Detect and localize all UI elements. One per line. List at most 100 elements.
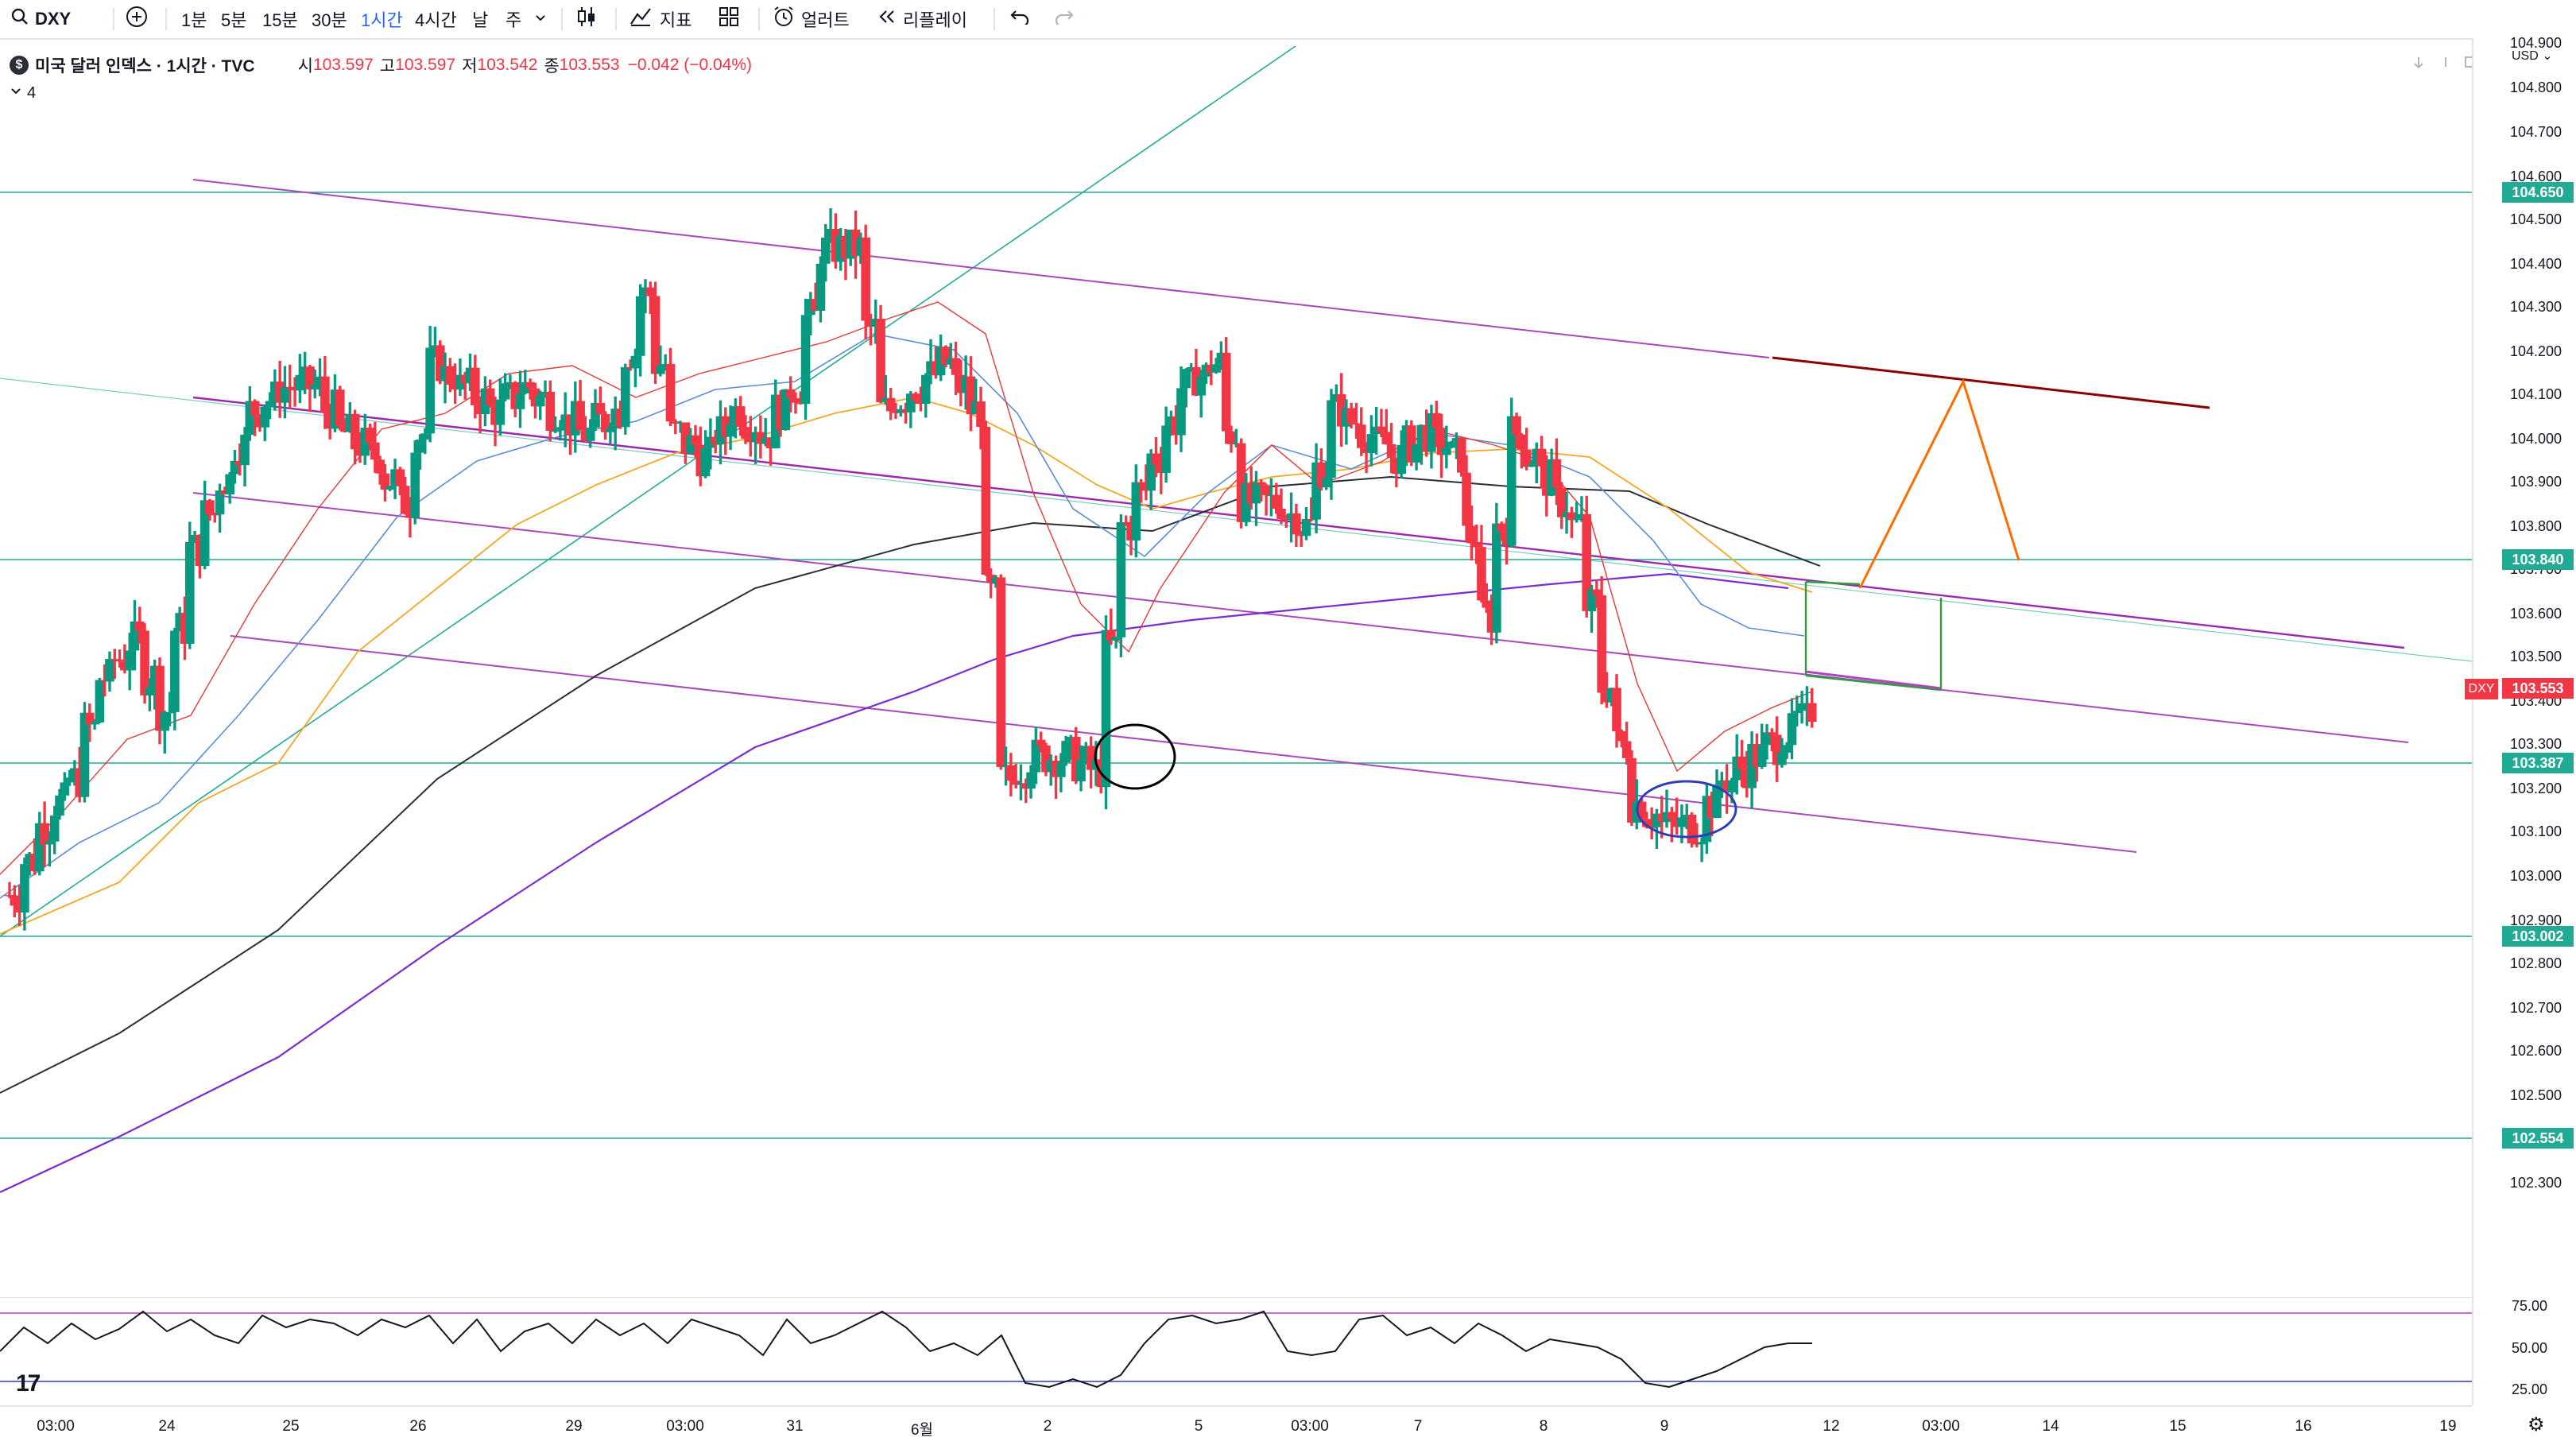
candle-body <box>1556 487 1567 517</box>
rewind-icon <box>877 9 897 29</box>
candle-body <box>670 421 680 424</box>
short-channel-segment <box>1805 670 1942 690</box>
time-tick: 03:00 <box>666 1418 704 1435</box>
currency-selector[interactable]: USD ⌄ <box>2512 49 2553 63</box>
candle-body <box>981 426 991 575</box>
candle-body <box>1151 453 1161 465</box>
price-tick: 103.600 <box>2510 606 2562 622</box>
candle-body <box>450 384 460 390</box>
candle-body <box>1271 494 1281 509</box>
interval-15m[interactable]: 15분 <box>262 10 298 30</box>
candle-body <box>1762 732 1772 746</box>
symbol-search[interactable]: DXY <box>11 0 71 38</box>
price-level-label: 103.387 <box>2502 753 2574 773</box>
indicators-count: 4 <box>27 83 37 102</box>
price-tick: 102.300 <box>2510 1175 2562 1191</box>
price-tick: 102.800 <box>2510 955 2562 971</box>
candle-body <box>1431 413 1442 428</box>
alarm-clock-icon <box>773 6 795 33</box>
candle-body <box>1021 783 1031 789</box>
candle-body <box>1497 523 1506 532</box>
interval-5m[interactable]: 5분 <box>221 10 247 30</box>
alert-label: 얼러트 <box>801 10 850 30</box>
legend-title[interactable]: 미국 달러 인덱스 · 1시간 · TVC <box>35 57 255 76</box>
candle-body <box>210 513 220 516</box>
layouts-button[interactable] <box>719 0 739 38</box>
replay-button[interactable]: 리플레이 <box>877 0 967 38</box>
candle-body <box>400 486 410 514</box>
candle-body <box>1727 780 1737 792</box>
candle-body <box>891 411 901 413</box>
currency-label: USD <box>2512 49 2539 63</box>
candle-body <box>1772 734 1782 765</box>
candle-body <box>1671 819 1682 827</box>
interval-4h[interactable]: 4시간 <box>415 10 457 30</box>
candle-body <box>685 435 695 454</box>
candle-body <box>620 366 630 428</box>
candle-body <box>1777 752 1787 765</box>
price-chart[interactable] <box>0 38 2472 1297</box>
candle-body <box>1061 741 1071 763</box>
interval-30m[interactable]: 30분 <box>312 10 347 30</box>
candle-body <box>931 361 941 376</box>
candle-body <box>881 397 891 403</box>
indicators-label: 지표 <box>660 10 692 30</box>
candle-body <box>791 398 800 403</box>
candle-body <box>1792 711 1802 714</box>
candle-body <box>1586 589 1597 611</box>
candle-body <box>114 659 125 662</box>
candle-body <box>1436 428 1447 455</box>
candle-body <box>10 895 20 906</box>
interval-dropdown[interactable] <box>534 0 547 38</box>
undo-button[interactable] <box>1009 0 1030 38</box>
candle-body <box>1136 482 1146 484</box>
candle-body <box>1351 423 1362 425</box>
time-tick: 5 <box>1194 1418 1203 1435</box>
candle-body <box>870 319 881 327</box>
candle-body <box>700 447 711 477</box>
indicators-toggle[interactable]: 4 <box>10 81 36 105</box>
rsi-tick-50: 50.00 <box>2512 1340 2548 1356</box>
settings-gear-icon[interactable]: ⚙ <box>2528 1414 2545 1435</box>
candle-body <box>1471 543 1482 548</box>
time-axis[interactable]: 03:00 24 25 26 29 03:00 31 6월 2 5 03:00 7 8 9 12 03:00 1… <box>0 1405 2472 1449</box>
candle-body <box>1206 364 1216 373</box>
candle-body <box>741 427 750 439</box>
candle-body <box>320 376 330 413</box>
price-tick: 103.200 <box>2510 781 2562 796</box>
candle-body <box>850 229 861 257</box>
rsi-pane[interactable] <box>0 1297 2472 1405</box>
candle-body <box>1527 464 1536 467</box>
interval-1m[interactable]: 1분 <box>181 10 207 30</box>
interval-1w[interactable]: 주 <box>506 10 522 30</box>
price-tick: 103.900 <box>2510 474 2562 490</box>
interval-1h[interactable]: 1시간 <box>361 10 403 30</box>
candle-body <box>310 384 320 389</box>
compare-button[interactable] <box>125 0 149 38</box>
alert-button[interactable]: 얼러트 <box>773 0 850 38</box>
candle-body <box>575 401 585 431</box>
candle-body <box>926 361 935 375</box>
plus-circle-icon <box>125 5 149 33</box>
chart-type-button[interactable] <box>575 0 598 38</box>
candle-body <box>425 347 435 434</box>
tradingview-logo[interactable]: 17 <box>16 1370 41 1397</box>
price-axis[interactable]: 104.900 104.800 104.700 104.600 104.500 104.4… <box>2472 35 2576 1405</box>
redo-button[interactable] <box>1054 0 1075 38</box>
candle-body <box>665 363 676 422</box>
candle-body <box>49 816 60 842</box>
candle-body <box>25 854 35 865</box>
indicators-button[interactable]: 지표 <box>629 0 691 38</box>
candle-body <box>1076 760 1086 781</box>
interval-1d[interactable]: 날 <box>472 10 489 30</box>
time-tick: 15 <box>2169 1418 2187 1435</box>
candle-body <box>1612 688 1621 731</box>
candle-body <box>471 367 480 405</box>
candle-body <box>340 425 350 432</box>
candle-body <box>29 854 40 872</box>
candle-body <box>951 358 961 375</box>
candle-body <box>756 432 765 444</box>
candle-body <box>45 841 55 845</box>
candle-body <box>1621 741 1632 758</box>
replay-label: 리플레이 <box>903 10 967 30</box>
